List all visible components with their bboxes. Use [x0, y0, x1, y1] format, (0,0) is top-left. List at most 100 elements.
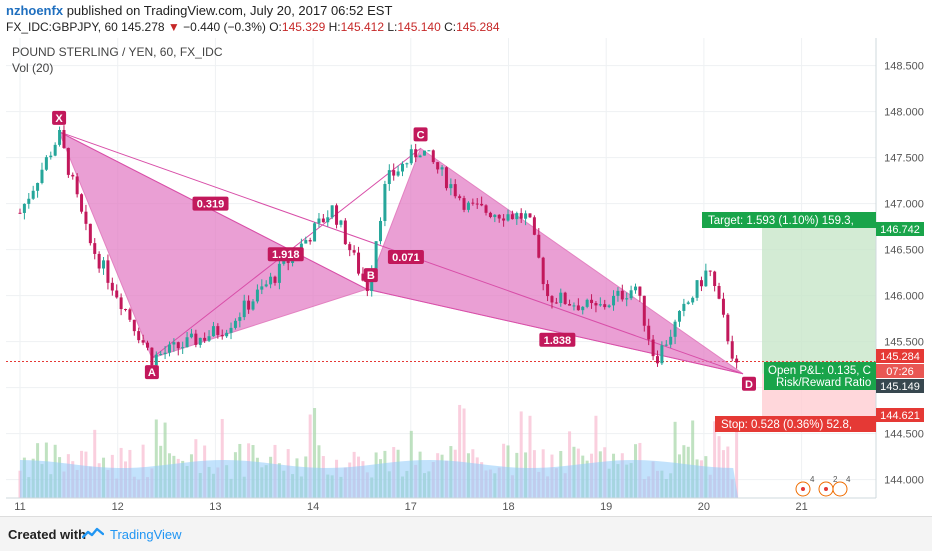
candle-body: [225, 332, 229, 337]
price-tick-label: 147.000: [884, 199, 924, 211]
candle-body: [343, 220, 347, 245]
candle-body: [471, 202, 475, 204]
price-tick-label: 147.500: [884, 153, 924, 165]
low-value: 145.140: [397, 20, 441, 34]
candle-body: [427, 150, 431, 152]
candle-body: [132, 319, 136, 332]
time-tick-label: 18: [502, 501, 514, 513]
event-count-3: 4: [846, 475, 851, 484]
price-tick-label: 146.000: [884, 291, 924, 303]
candle-body: [449, 184, 453, 189]
candle-body: [387, 170, 391, 185]
candle-body: [546, 284, 550, 297]
volume-ma-area: [20, 460, 739, 498]
candle-body: [735, 358, 739, 363]
publisher-name[interactable]: nzhoenfx: [6, 3, 64, 18]
candle-body: [357, 252, 361, 274]
candle-body: [181, 347, 185, 349]
candle-body: [62, 130, 66, 148]
candle-body: [348, 244, 352, 251]
candle-body: [691, 297, 695, 303]
candle-body: [554, 302, 558, 304]
candle-body: [277, 263, 281, 283]
stop-box-text: Stop: 0.528 (0.36%) 52.8,: [721, 419, 852, 431]
xabcd-pattern[interactable]: [58, 130, 744, 375]
price-chart[interactable]: 148.500 148.000 147.500 147.000 146.500 146.0…: [0, 38, 932, 516]
candle-body: [330, 205, 334, 218]
candle-body: [106, 260, 110, 283]
volume-bar: [220, 418, 224, 498]
candle-body: [647, 325, 651, 340]
candle-body: [145, 342, 149, 348]
candle-body: [167, 344, 171, 353]
candle-body: [66, 147, 70, 175]
candle-body: [563, 292, 567, 304]
flag-uk-icon[interactable]: [832, 481, 848, 497]
entry-tag-text: 145.149: [880, 381, 920, 393]
candle-body: [431, 150, 435, 163]
pnl-box[interactable]: [764, 362, 876, 390]
point-c-label-box: [413, 127, 428, 142]
time-tick-label: 20: [698, 501, 710, 513]
volume-bar: [93, 429, 97, 498]
candle-body: [673, 321, 677, 337]
candle-body: [400, 163, 404, 172]
candle-body: [75, 176, 79, 195]
candle-body: [634, 286, 638, 291]
candle-body: [559, 292, 563, 303]
price-tick-label: 148.500: [884, 61, 924, 73]
candle-body: [642, 295, 646, 326]
volume-bars: [18, 404, 739, 498]
point-b-label-box: [363, 268, 378, 283]
candle-body: [308, 240, 312, 242]
symbol-label[interactable]: FX_IDC:GBPJPY, 60: [6, 20, 118, 34]
candle-body: [18, 212, 22, 214]
candle-body: [541, 257, 545, 285]
candle-body: [440, 167, 444, 170]
time-tick-label: 21: [795, 501, 807, 513]
candle-body: [229, 327, 233, 333]
candle-body: [321, 218, 325, 223]
countdown-tag: [876, 364, 924, 378]
candle-body: [80, 194, 84, 212]
candle-body: [22, 203, 26, 213]
candle-body: [282, 259, 286, 264]
change-value: −0.440 (−0.3%): [183, 20, 266, 34]
candle-body: [414, 149, 418, 158]
candle-body: [44, 157, 48, 170]
candle-body: [110, 282, 114, 291]
candle-body: [31, 190, 35, 199]
candle-body: [313, 223, 317, 242]
candle-body: [726, 314, 730, 342]
candle-body: [493, 214, 497, 218]
down-arrow-icon: ▼: [167, 20, 180, 34]
candle-body: [466, 202, 470, 210]
candle-body: [49, 155, 53, 158]
candle-body: [405, 163, 409, 165]
candle-body: [655, 356, 659, 364]
candle-body: [502, 218, 506, 221]
candle-body: [176, 342, 180, 349]
candle-body: [515, 213, 519, 220]
candle-body: [396, 171, 400, 176]
stop-tag: [876, 408, 924, 422]
candle-body: [664, 344, 668, 346]
close-label: C:: [444, 20, 457, 34]
candle-body: [159, 354, 163, 356]
volume-bar: [458, 404, 462, 498]
volume-bar: [519, 411, 523, 498]
ratio-abc-label: 1.918: [272, 249, 300, 261]
candle-body: [88, 223, 92, 244]
volume-bar: [313, 408, 317, 498]
point-x-label-box: [52, 110, 67, 125]
target-box[interactable]: [702, 212, 876, 228]
candle-body: [629, 290, 633, 299]
volume-bar: [735, 418, 739, 498]
tradingview-brand-link[interactable]: TradingView: [110, 527, 182, 542]
price-tick-label: 144.000: [884, 475, 924, 487]
price-tick-label: 145.500: [884, 337, 924, 349]
candle-body: [255, 289, 259, 302]
stop-box[interactable]: [715, 416, 876, 432]
ratio-bcd-label: 1.838: [544, 335, 572, 347]
chart-area[interactable]: 148.500 148.000 147.500 147.000 146.500 146.0…: [0, 38, 932, 516]
